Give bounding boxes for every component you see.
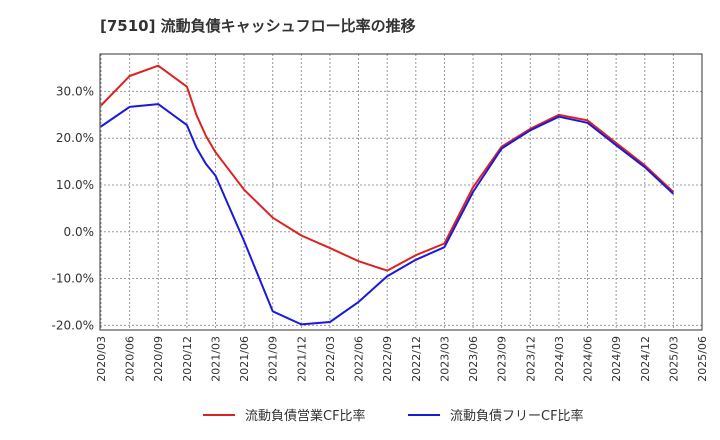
legend: 流動負債営業CF比率 流動負債フリーCF比率	[203, 408, 584, 424]
chart-title: [7510] 流動負債キャッシュフロー比率の推移	[100, 17, 416, 35]
y-tick-label: 10.0%	[56, 178, 94, 192]
x-tick-label: 2023/03	[438, 336, 451, 382]
x-tick-label: 2024/03	[553, 336, 566, 382]
x-tick-label: 2021/12	[295, 336, 308, 382]
x-tick-label: 2022/06	[353, 336, 366, 382]
legend-label-2: 流動負債フリーCF比率	[450, 408, 584, 424]
x-tick-label: 2022/09	[381, 336, 394, 382]
grid	[100, 54, 703, 330]
x-tick-label: 2025/06	[696, 336, 709, 382]
x-tick-label: 2023/12	[524, 336, 537, 382]
x-tick-label: 2020/06	[124, 336, 137, 382]
plot-area-frame	[99, 53, 703, 331]
x-tick-label: 2024/12	[639, 336, 652, 382]
series-lines	[100, 64, 675, 326]
x-tick-label: 2020/09	[152, 336, 165, 382]
x-tick-label: 2022/03	[324, 336, 337, 382]
y-tick-label: 20.0%	[56, 131, 94, 145]
x-tick-label: 2022/12	[410, 336, 423, 382]
x-axis: 2020/03 2020/06 2020/09 2020/12 2021/03 2021/…	[95, 336, 709, 382]
x-tick-label: 2025/03	[667, 336, 680, 382]
x-tick-label: 2024/09	[610, 336, 623, 382]
y-tick-label: 30.0%	[56, 84, 94, 98]
y-tick-label: -20.0%	[52, 318, 94, 332]
x-tick-label: 2024/06	[582, 336, 595, 382]
y-axis: -20.0% -10.0% 0.0% 10.0% 20.0% 30.0%	[52, 84, 94, 332]
x-tick-label: 2021/03	[209, 336, 222, 382]
x-tick-label: 2021/06	[238, 336, 251, 382]
legend-label-1: 流動負債営業CF比率	[245, 408, 366, 424]
series-line-2	[100, 103, 675, 326]
x-tick-label: 2023/09	[496, 336, 509, 382]
series-line-1	[100, 64, 675, 272]
x-tick-label: 2020/03	[95, 336, 108, 382]
x-tick-label: 2021/09	[267, 336, 280, 382]
y-tick-label: 0.0%	[64, 225, 95, 239]
y-tick-label: -10.0%	[52, 272, 94, 286]
x-tick-label: 2020/12	[181, 336, 194, 382]
x-tick-label: 2023/06	[467, 336, 480, 382]
